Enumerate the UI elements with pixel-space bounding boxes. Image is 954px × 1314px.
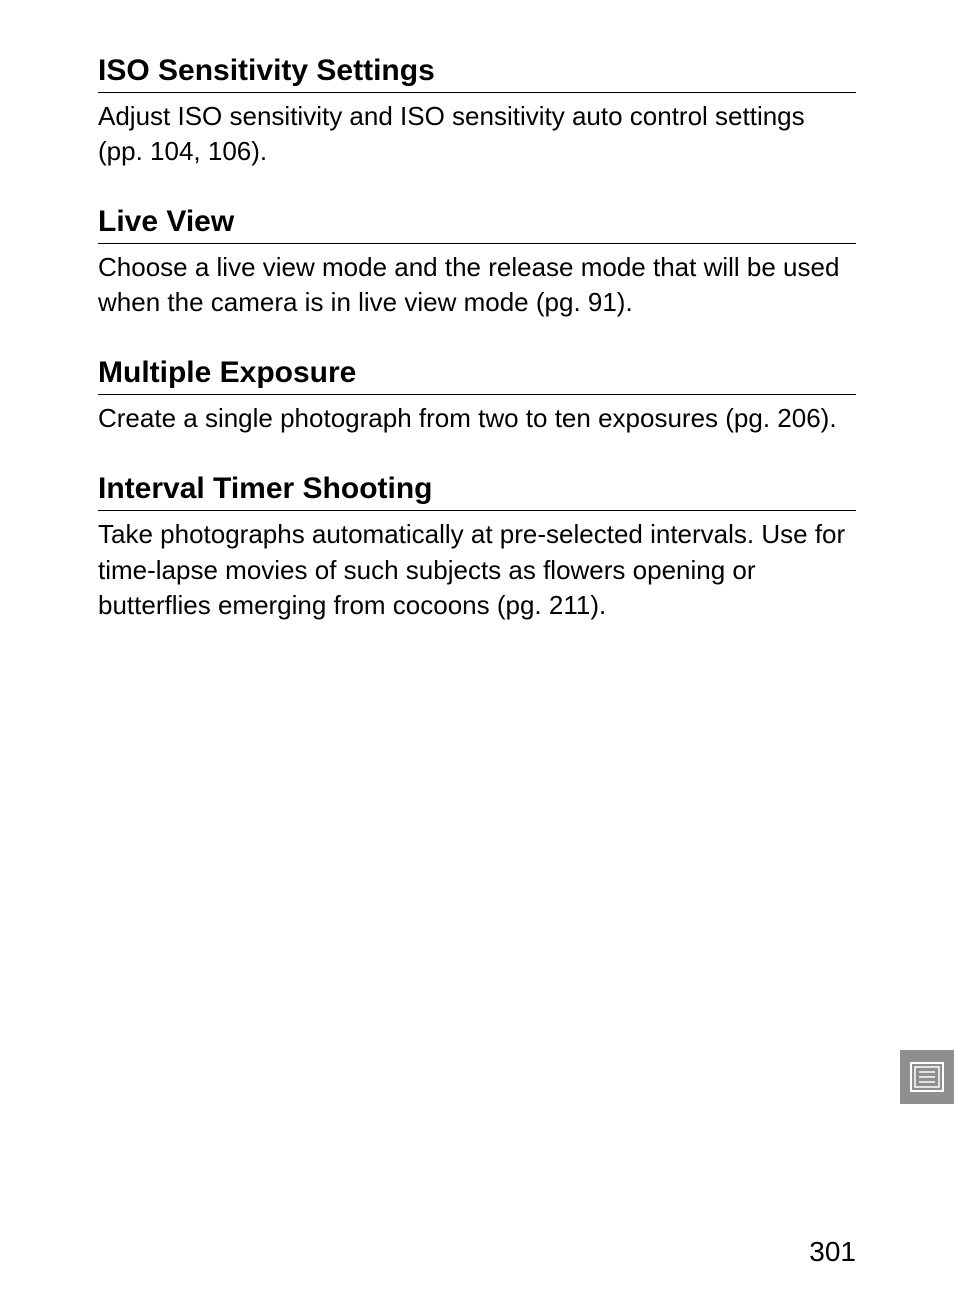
heading-live-view: Live View	[98, 205, 856, 244]
section-interval-timer: Interval Timer Shooting Take photographs…	[98, 472, 856, 622]
body-live-view: Choose a live view mode and the release …	[98, 250, 856, 320]
heading-interval-timer: Interval Timer Shooting	[98, 472, 856, 511]
heading-iso-sensitivity: ISO Sensitivity Settings	[98, 54, 856, 93]
body-interval-timer: Take photographs automatically at pre-se…	[98, 517, 856, 622]
section-live-view: Live View Choose a live view mode and th…	[98, 205, 856, 320]
section-multiple-exposure: Multiple Exposure Create a single photog…	[98, 356, 856, 436]
menu-list-icon	[900, 1050, 954, 1104]
page-number: 301	[809, 1236, 856, 1268]
heading-multiple-exposure: Multiple Exposure	[98, 356, 856, 395]
body-iso-sensitivity: Adjust ISO sensitivity and ISO sensitivi…	[98, 99, 856, 169]
section-iso-sensitivity: ISO Sensitivity Settings Adjust ISO sens…	[98, 54, 856, 169]
manual-page: ISO Sensitivity Settings Adjust ISO sens…	[0, 0, 954, 1314]
body-multiple-exposure: Create a single photograph from two to t…	[98, 401, 856, 436]
